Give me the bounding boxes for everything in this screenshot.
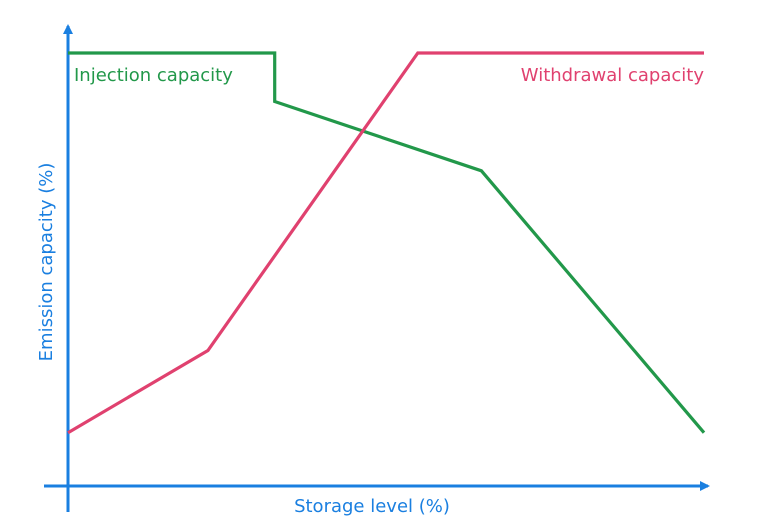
- series-label-withdrawal-capacity: Withdrawal capacity: [521, 65, 705, 86]
- plot-area: [44, 24, 710, 512]
- series-line-injection-capacity: [68, 51, 706, 434]
- series-line-withdrawal-capacity: [67, 51, 704, 435]
- y-axis-title: Emission capacity (%): [36, 163, 57, 362]
- series-label-injection-capacity: Injection capacity: [74, 65, 233, 86]
- x-axis-title: Storage level (%): [294, 496, 450, 517]
